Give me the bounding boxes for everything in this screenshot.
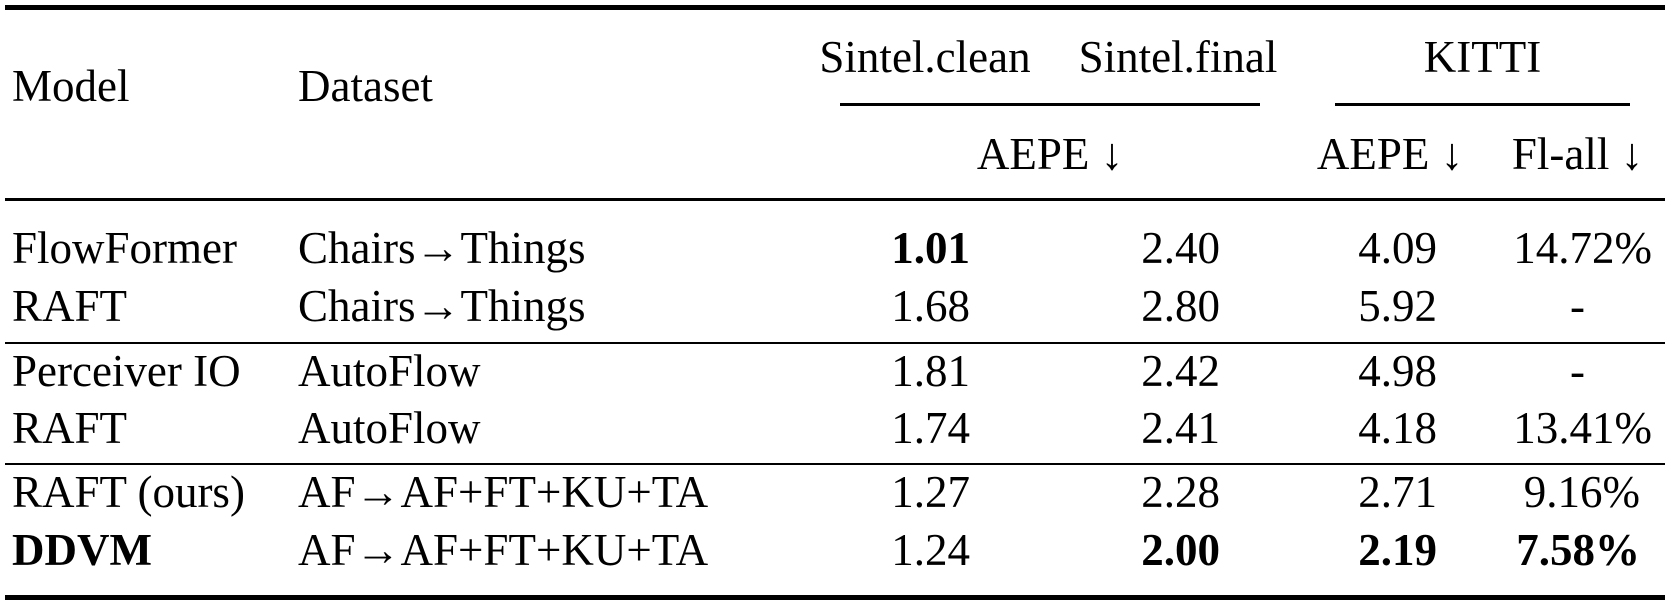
row-sintel-clean: 1.74 [891, 403, 970, 453]
row-dataset: Chairs→Things [298, 223, 586, 273]
row-dataset: AF→AF+FT+KU+TA [298, 525, 709, 575]
row-model: RAFT [12, 403, 128, 453]
row-dataset: AF→AF+FT+KU+TA [298, 467, 709, 517]
row-kitti-aepe: 2.71 [1358, 467, 1437, 517]
row-kitti-aepe: 4.09 [1358, 223, 1437, 273]
row-dataset: AutoFlow [298, 346, 481, 396]
group-rule-1 [5, 342, 1665, 344]
header-model: Model [12, 61, 130, 111]
header-rule [5, 198, 1665, 201]
row-sintel-final: 2.41 [1141, 403, 1220, 453]
row-sintel-final: 2.80 [1141, 281, 1220, 331]
header-sintel-clean: Sintel.clean [819, 32, 1031, 82]
row-sintel-final: 2.40 [1141, 223, 1220, 273]
group-rule-2 [5, 463, 1665, 465]
row-kitti-aepe: 4.18 [1358, 403, 1437, 453]
row-sintel-clean: 1.01 [891, 223, 970, 273]
sintel-group-rule [840, 103, 1260, 106]
header-kitti-aepe: AEPE ↓ [1316, 129, 1464, 179]
row-sintel-final: 2.28 [1141, 467, 1220, 517]
top-rule [5, 5, 1665, 10]
row-dataset: AutoFlow [298, 403, 481, 453]
row-kitti-flall: 13.41% [1513, 403, 1652, 453]
row-kitti-flall: 7.58% [1516, 525, 1640, 575]
header-sintel-metric: AEPE ↓ [976, 129, 1124, 179]
row-model: RAFT (ours) [12, 467, 245, 517]
row-dataset: Chairs→Things [298, 281, 586, 331]
row-sintel-final: 2.42 [1141, 346, 1220, 396]
row-kitti-flall: 14.72% [1513, 223, 1652, 273]
row-kitti-aepe: 5.92 [1358, 281, 1437, 331]
row-model: RAFT [12, 281, 128, 331]
row-kitti-flall: - [1570, 346, 1585, 396]
row-sintel-clean: 1.68 [891, 281, 970, 331]
row-model: Perceiver IO [12, 346, 241, 396]
row-model: FlowFormer [12, 223, 237, 273]
row-model: DDVM [12, 525, 152, 575]
header-dataset: Dataset [298, 61, 433, 111]
row-kitti-aepe: 2.19 [1358, 525, 1437, 575]
bottom-rule [5, 595, 1665, 600]
row-sintel-clean: 1.81 [891, 346, 970, 396]
row-kitti-flall: 9.16% [1523, 467, 1640, 517]
header-kitti: KITTI [1423, 32, 1542, 82]
row-kitti-flall: - [1570, 281, 1585, 331]
row-sintel-clean: 1.27 [891, 467, 970, 517]
row-sintel-clean: 1.24 [891, 525, 970, 575]
row-kitti-aepe: 4.98 [1358, 346, 1437, 396]
header-sintel-final: Sintel.final [1078, 32, 1278, 82]
header-kitti-flall: Fl-all ↓ [1511, 129, 1644, 179]
row-sintel-final: 2.00 [1141, 525, 1220, 575]
kitti-group-rule [1335, 103, 1630, 106]
